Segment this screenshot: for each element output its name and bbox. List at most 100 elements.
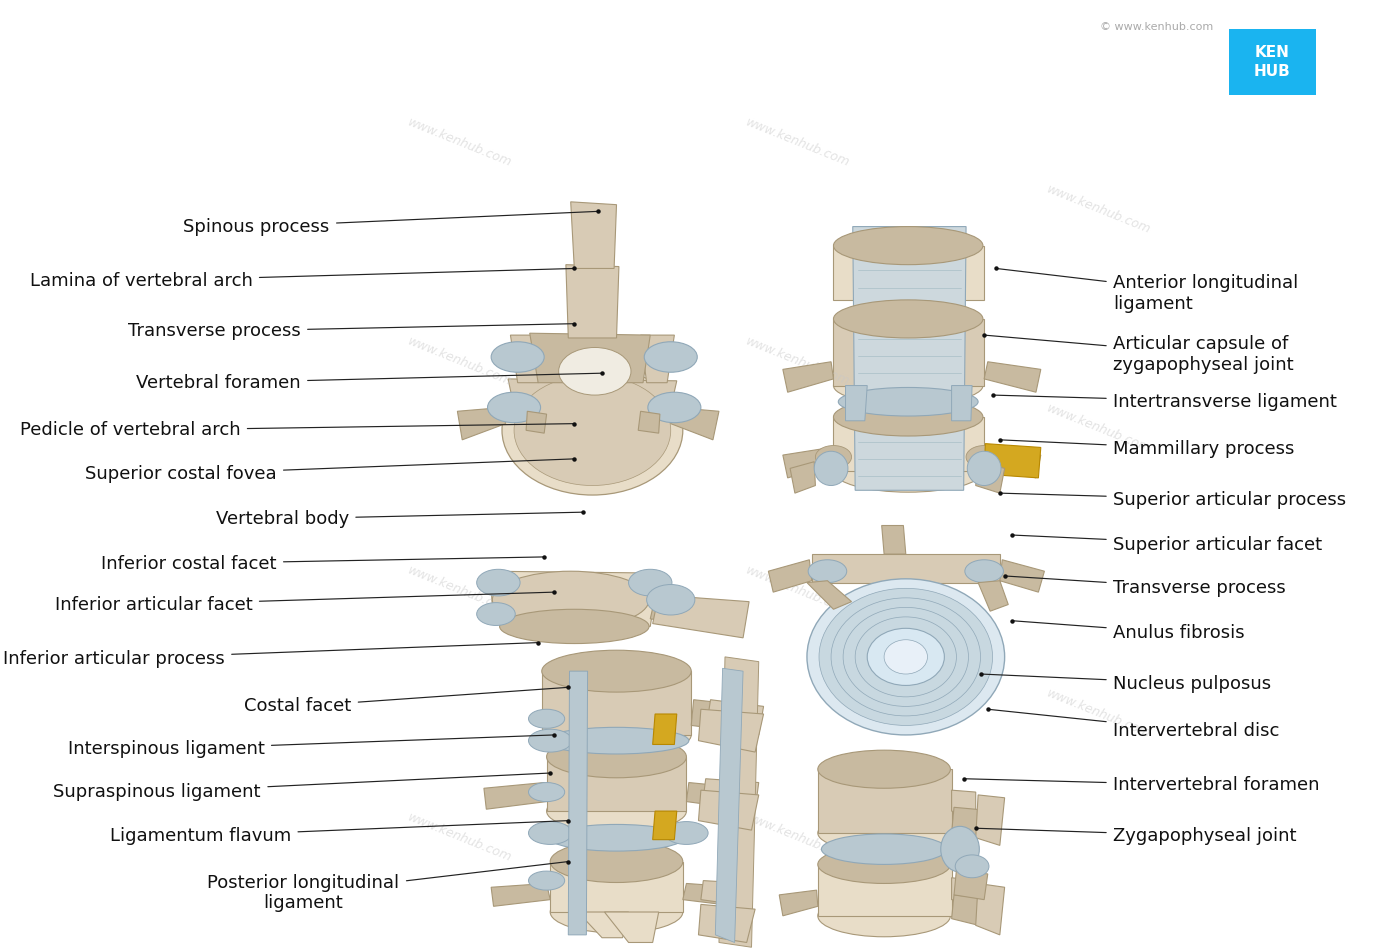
Text: Transverse process: Transverse process xyxy=(1005,576,1285,597)
Polygon shape xyxy=(812,554,1000,583)
Polygon shape xyxy=(686,783,746,809)
Polygon shape xyxy=(703,779,759,809)
Polygon shape xyxy=(652,595,749,638)
Text: www.kenhub.com: www.kenhub.com xyxy=(1044,402,1152,455)
Polygon shape xyxy=(641,335,675,383)
Polygon shape xyxy=(976,462,1005,493)
Polygon shape xyxy=(605,912,658,942)
Ellipse shape xyxy=(941,826,980,872)
Ellipse shape xyxy=(476,569,519,596)
Text: www.kenhub.com: www.kenhub.com xyxy=(743,564,851,617)
Polygon shape xyxy=(508,379,676,424)
Text: www.kenhub.com: www.kenhub.com xyxy=(743,335,851,388)
Polygon shape xyxy=(491,883,550,906)
Polygon shape xyxy=(652,811,676,840)
Ellipse shape xyxy=(965,560,1004,583)
Text: Vertebral body: Vertebral body xyxy=(216,510,582,527)
Ellipse shape xyxy=(955,855,988,878)
Polygon shape xyxy=(692,700,755,733)
Ellipse shape xyxy=(833,300,983,338)
Polygon shape xyxy=(769,560,812,592)
Polygon shape xyxy=(638,411,659,433)
Ellipse shape xyxy=(546,790,686,832)
Ellipse shape xyxy=(883,640,927,674)
Polygon shape xyxy=(780,890,818,916)
Polygon shape xyxy=(953,870,988,900)
Text: www.kenhub.com: www.kenhub.com xyxy=(406,811,514,864)
Ellipse shape xyxy=(818,845,951,883)
Polygon shape xyxy=(979,581,1008,611)
Text: Costal facet: Costal facet xyxy=(244,687,568,715)
Ellipse shape xyxy=(967,451,1001,486)
Ellipse shape xyxy=(665,822,708,844)
Text: www.kenhub.com: www.kenhub.com xyxy=(406,335,514,388)
Polygon shape xyxy=(818,864,952,916)
Polygon shape xyxy=(683,883,739,906)
Ellipse shape xyxy=(487,392,540,423)
Ellipse shape xyxy=(833,450,983,492)
Polygon shape xyxy=(484,783,546,809)
Polygon shape xyxy=(490,571,658,626)
Ellipse shape xyxy=(833,398,983,436)
Text: Pedicle of vertebral arch: Pedicle of vertebral arch xyxy=(20,422,574,439)
Ellipse shape xyxy=(966,446,1002,468)
Polygon shape xyxy=(790,462,815,493)
Text: www.kenhub.com: www.kenhub.com xyxy=(743,116,851,169)
Polygon shape xyxy=(571,202,616,268)
Text: Inferior articular facet: Inferior articular facet xyxy=(55,592,554,613)
Ellipse shape xyxy=(542,650,692,692)
Ellipse shape xyxy=(818,750,951,788)
Polygon shape xyxy=(546,757,686,811)
Ellipse shape xyxy=(514,375,671,486)
Polygon shape xyxy=(707,700,763,735)
Text: © www.kenhub.com: © www.kenhub.com xyxy=(1100,22,1214,31)
Polygon shape xyxy=(550,862,683,912)
Text: Spinous process: Spinous process xyxy=(183,211,598,235)
Text: Articular capsule of
zygapophyseal joint: Articular capsule of zygapophyseal joint xyxy=(984,335,1294,373)
Polygon shape xyxy=(715,668,743,942)
Text: www.kenhub.com: www.kenhub.com xyxy=(1044,687,1152,741)
Ellipse shape xyxy=(476,603,515,625)
Ellipse shape xyxy=(808,560,847,583)
Ellipse shape xyxy=(647,585,694,615)
Ellipse shape xyxy=(843,607,969,706)
Polygon shape xyxy=(652,714,676,744)
Text: Lamina of vertebral arch: Lamina of vertebral arch xyxy=(29,268,574,289)
Polygon shape xyxy=(568,671,588,935)
Ellipse shape xyxy=(559,347,631,395)
Ellipse shape xyxy=(867,628,945,685)
Text: Intervertebral disc: Intervertebral disc xyxy=(988,709,1280,740)
Ellipse shape xyxy=(529,783,564,802)
Polygon shape xyxy=(833,246,984,300)
Polygon shape xyxy=(671,407,720,440)
Text: Anterior longitudinal
ligament: Anterior longitudinal ligament xyxy=(997,268,1298,312)
Ellipse shape xyxy=(839,387,979,416)
Ellipse shape xyxy=(818,895,951,937)
Ellipse shape xyxy=(819,588,993,725)
Polygon shape xyxy=(952,895,997,928)
Polygon shape xyxy=(818,769,952,833)
Ellipse shape xyxy=(549,824,685,851)
Text: Posterior longitudinal
ligament: Posterior longitudinal ligament xyxy=(207,862,568,912)
Text: Interspinous ligament: Interspinous ligament xyxy=(67,735,554,758)
Ellipse shape xyxy=(529,822,573,844)
Polygon shape xyxy=(984,362,1040,392)
Polygon shape xyxy=(511,335,550,383)
Polygon shape xyxy=(650,598,720,628)
Ellipse shape xyxy=(815,451,848,486)
Text: KEN
HUB: KEN HUB xyxy=(1254,45,1291,79)
Text: Ligamentum flavum: Ligamentum flavum xyxy=(109,821,568,844)
Text: Superior costal fovea: Superior costal fovea xyxy=(85,459,574,483)
Polygon shape xyxy=(976,883,1005,935)
Ellipse shape xyxy=(503,366,683,495)
Polygon shape xyxy=(846,386,867,421)
Text: Supraspinous ligament: Supraspinous ligament xyxy=(53,773,550,801)
Ellipse shape xyxy=(493,571,650,628)
Polygon shape xyxy=(566,265,619,338)
Ellipse shape xyxy=(550,891,683,933)
Text: www.kenhub.com: www.kenhub.com xyxy=(1044,183,1152,236)
Text: Intertransverse ligament: Intertransverse ligament xyxy=(993,393,1337,410)
Polygon shape xyxy=(701,881,752,906)
Polygon shape xyxy=(699,709,763,752)
Text: Mammillary process: Mammillary process xyxy=(1000,440,1295,458)
